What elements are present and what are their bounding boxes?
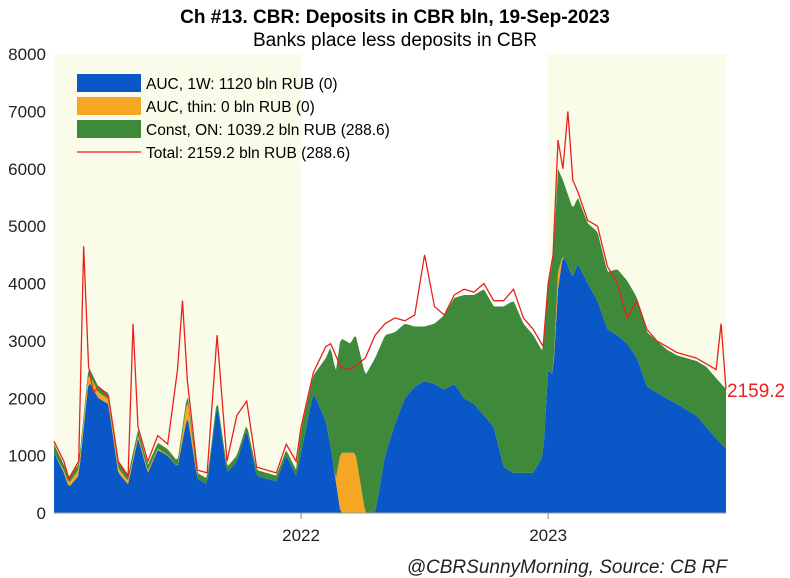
- x-tick-label: 2022: [282, 526, 320, 545]
- stacked-area-series: [54, 168, 726, 513]
- legend-swatch: [77, 97, 141, 115]
- legend-label: Total: 2159.2 bln RUB (288.6): [146, 145, 350, 162]
- y-tick-label: 0: [37, 504, 46, 523]
- y-tick-label: 4000: [8, 275, 46, 294]
- legend-label: AUC, 1W: 1120 bln RUB (0): [146, 76, 338, 93]
- total-line: [53, 111, 727, 481]
- y-tick-label: 5000: [8, 217, 46, 236]
- axes: 0 1000 2000 3000 4000 5000 6000 7000 8000 2022 202…: [8, 45, 726, 545]
- area-auc-1w: [54, 257, 726, 513]
- legend-swatch: [77, 120, 141, 138]
- last-value-label: 2159.2: [727, 381, 785, 402]
- source-note: @CBRSunnyMorning, Source: CB RF: [407, 557, 729, 578]
- legend-swatch: [77, 74, 141, 92]
- legend: AUC, 1W: 1120 bln RUB (0) AUC, thin: 0 bl…: [77, 74, 390, 162]
- legend-label: Const, ON: 1039.2 bln RUB (288.6): [146, 122, 390, 139]
- y-tick-label: 6000: [8, 160, 46, 179]
- chart-title: Ch #13. CBR: Deposits in CBR bln, 19-Sep…: [180, 7, 610, 28]
- y-tick-label: 1000: [8, 447, 46, 466]
- y-tick-label: 3000: [8, 332, 46, 351]
- y-tick-label: 8000: [8, 45, 46, 64]
- y-tick-label: 7000: [8, 102, 46, 121]
- chart-subtitle: Banks place less deposits in CBR: [253, 30, 537, 51]
- total-series-line: [53, 111, 727, 481]
- x-tick-label: 2023: [529, 526, 567, 545]
- area-const-on: [54, 168, 726, 513]
- legend-label: AUC, thin: 0 bln RUB (0): [146, 99, 315, 116]
- y-tick-label: 2000: [8, 389, 46, 408]
